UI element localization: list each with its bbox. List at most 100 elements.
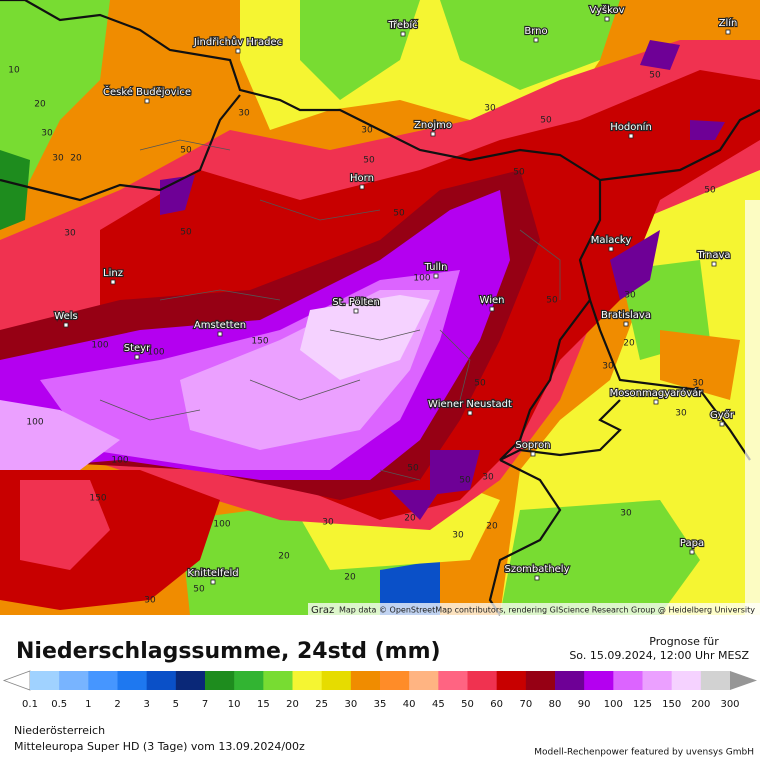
legend-swatch — [117, 671, 148, 690]
legend-label: 2 — [114, 699, 120, 710]
legend-label: 20 — [286, 699, 299, 710]
city-marker — [653, 399, 659, 405]
contour-label: 30 — [144, 596, 156, 606]
rain-area — [380, 560, 440, 615]
city-label: Hodonín — [610, 121, 652, 133]
city-marker — [63, 322, 69, 328]
legend-swatch — [496, 671, 527, 690]
contour-label: 30 — [482, 473, 494, 483]
city-marker — [719, 421, 725, 427]
legend-swatch — [642, 671, 673, 690]
contour-label: 30 — [624, 291, 636, 301]
city-label: Jindřichův Hradec — [193, 36, 282, 48]
rain-area — [660, 330, 740, 400]
legend-swatch — [234, 671, 264, 690]
legend-label: 30 — [344, 699, 357, 710]
city-marker — [608, 246, 614, 252]
legend-label: 150 — [662, 699, 681, 710]
legend-swatch — [671, 671, 702, 690]
legend-swatch — [467, 671, 498, 690]
contour-label: 100 — [413, 274, 430, 284]
legend-label: 60 — [490, 699, 503, 710]
credit: Modell-Rechenpower featured by uvensys G… — [534, 748, 754, 758]
rain-area — [0, 400, 120, 480]
legend-label: 125 — [633, 699, 652, 710]
contour-label: 50 — [546, 296, 558, 306]
legend-label: 70 — [519, 699, 532, 710]
legend-label: 200 — [691, 699, 710, 710]
legend-swatch — [59, 671, 89, 690]
city-marker — [689, 549, 695, 555]
forecast-time: So. 15.09.2024, 12:00 Uhr MESZ — [569, 649, 749, 662]
contour-label: 50 — [540, 116, 552, 126]
legend-swatch — [700, 671, 731, 690]
legend-label: 10 — [228, 699, 241, 710]
city-marker — [604, 16, 610, 22]
city-label: Amstetten — [194, 320, 246, 331]
city-marker — [711, 261, 717, 267]
legend-label: 40 — [403, 699, 416, 710]
contour-label: 100 — [213, 520, 230, 530]
legend-under — [2, 670, 31, 691]
city-marker — [534, 575, 540, 581]
legend-swatch — [321, 671, 352, 690]
rain-area — [300, 0, 420, 100]
contour-label: 50 — [363, 156, 375, 166]
city-marker — [134, 354, 140, 360]
legend-label: 90 — [578, 699, 591, 710]
contour-label: 100 — [111, 456, 128, 466]
rain-area — [0, 150, 30, 230]
contour-label: 50 — [393, 209, 405, 219]
legend-panel: Niederschlagssumme, 24std (mm) Prognose … — [2, 635, 757, 758]
legend-swatch — [555, 671, 585, 690]
city-label: Wien — [480, 295, 505, 306]
legend-swatch — [525, 671, 556, 690]
contour-label: 30 — [52, 154, 64, 164]
rain-area — [440, 0, 620, 90]
city-marker — [430, 131, 436, 137]
city-marker — [533, 37, 539, 43]
rain-area — [20, 480, 110, 570]
contour-label: 30 — [238, 109, 250, 119]
legend-swatch — [438, 671, 468, 690]
border — [0, 0, 760, 616]
city-label: Horn — [350, 173, 374, 184]
contour-label: 150 — [89, 494, 106, 504]
city-label: Mosonmagyaróvár — [610, 387, 704, 399]
legend-swatch — [175, 671, 206, 690]
attribution: Map data © OpenStreetMap contributors, r… — [339, 606, 755, 615]
contour-label: 30 — [484, 104, 496, 114]
city-marker — [467, 410, 473, 416]
contour-label: 50 — [407, 464, 419, 474]
title: Niederschlagssumme, 24std (mm) — [16, 639, 441, 664]
rain-area — [500, 500, 700, 615]
contour-label: 50 — [649, 71, 661, 81]
legend-swatch — [380, 671, 410, 690]
legend-swatch — [88, 671, 118, 690]
contour-label: 30 — [692, 379, 704, 389]
attribution-bg — [308, 603, 760, 615]
legend-label: 100 — [604, 699, 623, 710]
legend-label: 50 — [461, 699, 474, 710]
city-marker — [210, 579, 216, 585]
contour-label: 30 — [602, 362, 614, 372]
legend-label: 0.5 — [51, 699, 67, 710]
city-marker — [353, 308, 359, 314]
city-marker — [217, 331, 223, 337]
map-edge — [745, 200, 760, 615]
city-label: České Budějovice — [103, 85, 191, 98]
city-label: Linz — [103, 268, 123, 279]
admin-boundary — [99, 139, 561, 481]
city-label: Třebíč — [387, 19, 417, 31]
city-marker — [433, 273, 439, 279]
city-label: Győr — [710, 409, 735, 421]
legend-label: 7 — [202, 699, 208, 710]
city-marker — [110, 279, 116, 285]
legend-swatch — [350, 671, 381, 690]
map: Graz Map data © OpenStreetMap contributo… — [0, 0, 760, 616]
legend-label: 1 — [85, 699, 91, 710]
legend-label: 15 — [257, 699, 270, 710]
city-label: Steyr — [124, 343, 151, 354]
contour-label: 50 — [513, 168, 525, 178]
contour-label: 100 — [91, 341, 108, 351]
